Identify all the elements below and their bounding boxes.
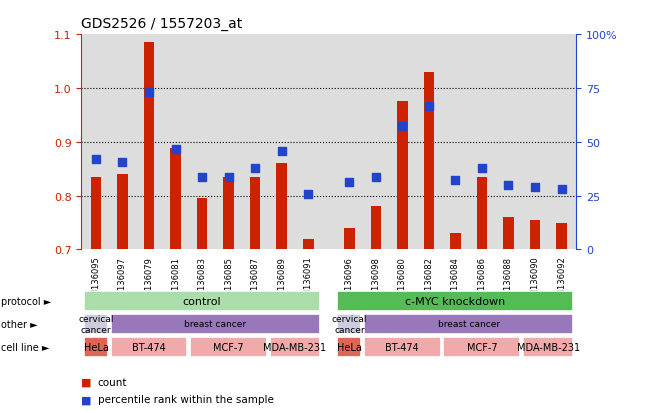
FancyBboxPatch shape <box>111 314 320 334</box>
Point <box>277 148 287 155</box>
Text: HeLa: HeLa <box>337 342 362 352</box>
Point <box>303 191 313 198</box>
Text: ■: ■ <box>81 377 92 387</box>
Text: MDA-MB-231: MDA-MB-231 <box>264 342 327 352</box>
Text: cervical
cancer: cervical cancer <box>78 315 114 334</box>
Point <box>197 174 207 181</box>
Bar <box>344 228 355 250</box>
Bar <box>117 175 128 250</box>
Text: GDS2526 / 1557203_at: GDS2526 / 1557203_at <box>81 17 243 31</box>
FancyBboxPatch shape <box>364 337 441 357</box>
Point <box>171 146 181 153</box>
Bar <box>197 199 208 250</box>
Point <box>117 159 128 166</box>
Bar <box>277 164 287 250</box>
Text: count: count <box>98 377 127 387</box>
Text: other ►: other ► <box>1 319 38 329</box>
Bar <box>424 73 434 250</box>
Bar <box>556 223 567 250</box>
Point <box>223 174 234 181</box>
Text: MCF-7: MCF-7 <box>214 342 244 352</box>
FancyBboxPatch shape <box>523 337 574 357</box>
Point <box>90 157 101 163</box>
Bar <box>450 234 461 250</box>
Bar <box>303 239 314 250</box>
Text: cell line ►: cell line ► <box>1 342 49 352</box>
Text: control: control <box>183 297 221 306</box>
Bar <box>171 149 181 250</box>
Text: MDA-MB-231: MDA-MB-231 <box>517 342 580 352</box>
FancyBboxPatch shape <box>270 337 320 357</box>
Bar <box>223 178 234 250</box>
Bar <box>477 178 487 250</box>
Bar <box>530 221 540 250</box>
Text: protocol ►: protocol ► <box>1 297 51 306</box>
Point <box>397 123 408 130</box>
FancyBboxPatch shape <box>190 337 267 357</box>
FancyBboxPatch shape <box>84 314 108 334</box>
Bar <box>397 102 408 250</box>
FancyBboxPatch shape <box>337 292 574 311</box>
Bar <box>370 207 381 250</box>
FancyBboxPatch shape <box>84 337 108 357</box>
Text: breast cancer: breast cancer <box>184 320 247 329</box>
Point <box>344 179 355 186</box>
FancyBboxPatch shape <box>84 292 320 311</box>
FancyBboxPatch shape <box>337 337 361 357</box>
Bar <box>250 178 260 250</box>
Point <box>450 177 461 183</box>
Text: BT-474: BT-474 <box>132 342 166 352</box>
Text: cervical
cancer: cervical cancer <box>331 315 367 334</box>
Point <box>144 89 154 96</box>
FancyBboxPatch shape <box>443 337 520 357</box>
Point <box>424 104 434 110</box>
Text: breast cancer: breast cancer <box>437 320 500 329</box>
FancyBboxPatch shape <box>364 314 574 334</box>
Point <box>250 165 260 171</box>
Text: ■: ■ <box>81 394 92 404</box>
Point <box>557 186 567 193</box>
Point <box>477 165 487 171</box>
Point <box>370 174 381 181</box>
Text: MCF-7: MCF-7 <box>467 342 497 352</box>
Bar <box>90 178 102 250</box>
FancyBboxPatch shape <box>337 314 361 334</box>
Text: percentile rank within the sample: percentile rank within the sample <box>98 394 273 404</box>
Text: BT-474: BT-474 <box>385 342 419 352</box>
FancyBboxPatch shape <box>111 337 187 357</box>
Text: c-MYC knockdown: c-MYC knockdown <box>406 297 506 306</box>
Text: HeLa: HeLa <box>83 342 109 352</box>
Point <box>530 184 540 190</box>
Point <box>503 182 514 189</box>
Bar <box>503 218 514 250</box>
Bar <box>144 43 154 250</box>
